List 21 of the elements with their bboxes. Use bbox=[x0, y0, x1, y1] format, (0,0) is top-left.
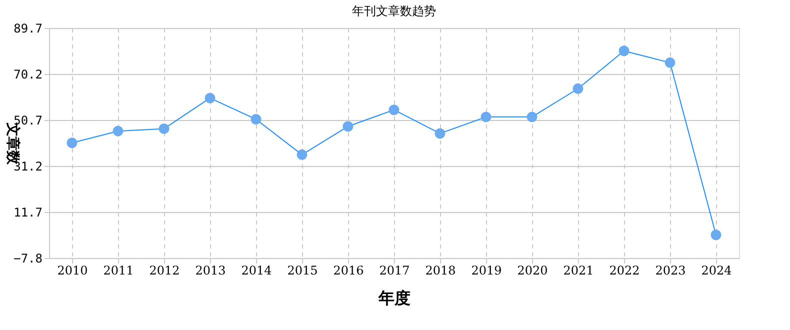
x-tick-label: 2015 bbox=[287, 264, 318, 278]
x-tick-label: 2020 bbox=[517, 264, 548, 278]
x-tick-label: 2017 bbox=[379, 264, 410, 278]
x-tick-label: 2024 bbox=[701, 264, 732, 278]
x-tick-label: 2013 bbox=[195, 264, 226, 278]
y-tick-label: 89.7 bbox=[14, 22, 42, 36]
x-tick-label: 2021 bbox=[563, 264, 594, 278]
x-tick-label: 2014 bbox=[241, 264, 272, 278]
x-tick-label: 2016 bbox=[333, 264, 364, 278]
y-tick-label: −7.8 bbox=[14, 252, 42, 266]
y-tick-label: 11.7 bbox=[14, 206, 42, 220]
x-tick-label: 2019 bbox=[471, 264, 502, 278]
y-tick-label: 70.2 bbox=[14, 68, 42, 82]
chart-title: 年刊文章数趋势 bbox=[352, 4, 436, 18]
x-tick-label: 2012 bbox=[149, 264, 180, 278]
x-tick-label: 2018 bbox=[425, 264, 456, 278]
x-tick-label: 2010 bbox=[57, 264, 88, 278]
x-tick-label: 2022 bbox=[609, 264, 640, 278]
x-tick-label: 2023 bbox=[655, 264, 686, 278]
x-tick-label: 2011 bbox=[103, 264, 134, 278]
x-axis-title: 年度 bbox=[378, 288, 410, 308]
